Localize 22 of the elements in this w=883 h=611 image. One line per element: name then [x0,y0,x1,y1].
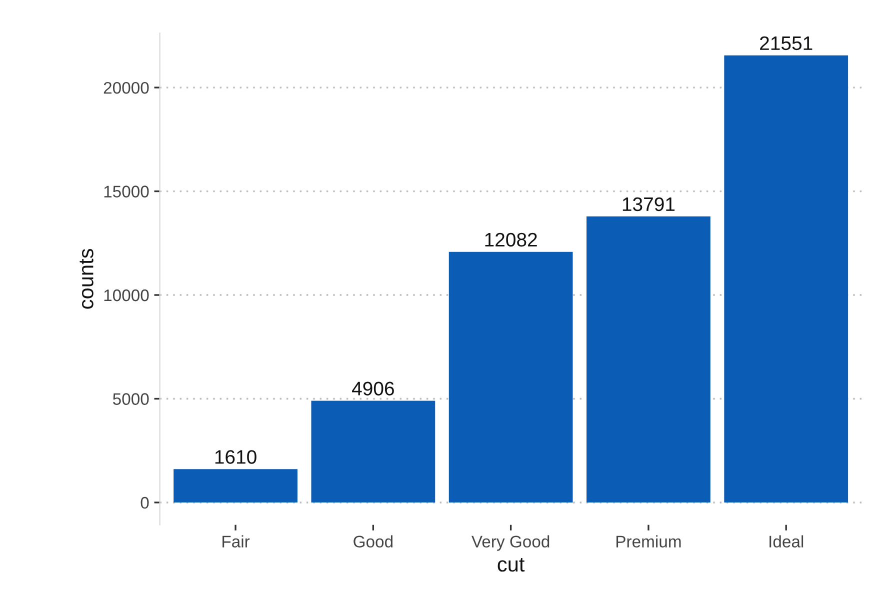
y-tick-label: 5000 [113,393,149,405]
x-tick-label: Ideal [770,535,804,548]
y-tick-label: 20000 [104,82,149,94]
data-label: 21551 [760,36,812,50]
bar [586,216,710,502]
x-tick-label: Fair [222,535,250,548]
x-tick-label: Good [354,535,392,548]
y-tick-label: 10000 [104,289,149,302]
bar [311,400,436,502]
y-tick-label: 0 [140,496,149,509]
data-label: 13791 [622,197,675,212]
y-tick-label: 15000 [104,186,149,198]
bar [448,252,573,502]
x-tick-label: Premium [616,535,681,548]
data-label: 4906 [352,382,394,396]
bar [174,469,298,502]
y-axis-title: counts [80,248,94,309]
data-label: 1610 [215,450,256,464]
bar [724,55,848,502]
data-label: 12082 [485,232,537,247]
x-tick-label: Very Good [472,535,550,551]
x-axis-title: cut [498,558,525,572]
